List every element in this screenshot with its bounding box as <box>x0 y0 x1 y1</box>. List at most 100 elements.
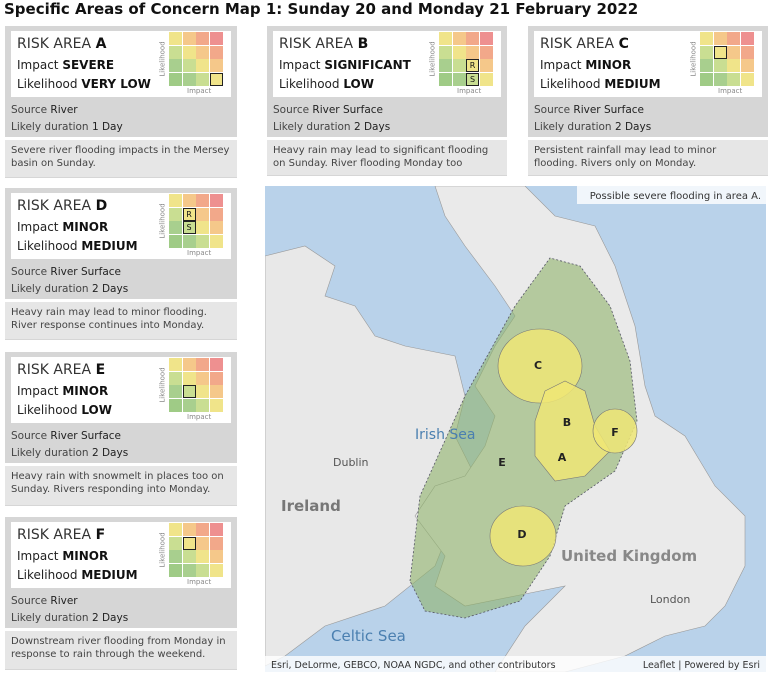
matrix-cell <box>196 523 209 536</box>
matrix-cell <box>727 45 740 59</box>
risk-letter: F <box>95 527 106 543</box>
matrix-cell <box>182 550 196 563</box>
matrix-cell <box>209 234 223 248</box>
source-value: Surface <box>603 104 644 116</box>
likelihood-line: Likelihood VERY LOW <box>17 77 151 91</box>
likelihood-label: Likelihood <box>17 77 78 91</box>
matrix-cell <box>196 45 209 59</box>
matrix-cell <box>452 59 466 72</box>
risk-matrix <box>169 358 225 414</box>
map-note: Possible severe flooding in area A. <box>590 191 761 202</box>
source-label: Source <box>11 430 48 442</box>
source-line: Source River Surface <box>11 266 121 278</box>
matrix-x-label: Impact <box>187 413 212 421</box>
city-label: Dublin <box>333 456 369 469</box>
source-value: River <box>50 104 78 116</box>
risk-letter: D <box>95 198 108 214</box>
card-header: RISK AREA C Impact MINOR Likelihood MEDIUM… <box>534 31 762 97</box>
matrix-cell <box>439 72 452 86</box>
duration-value: 2 Days <box>91 612 129 624</box>
matrix-cell <box>196 385 209 398</box>
matrix-cell <box>479 32 493 45</box>
source-line: Source River Surface <box>534 104 644 116</box>
matrix-x-label: Impact <box>187 87 212 95</box>
matrix-cell <box>169 398 182 412</box>
matrix-cell <box>182 536 196 550</box>
duration-label: Likely duration <box>273 121 351 133</box>
map: Possible severe flooding in area A. Iris… <box>265 186 766 672</box>
description: Heavy rain may lead to significant flood… <box>267 137 507 175</box>
matrix-cell <box>182 563 196 577</box>
likelihood-value: MEDIUM <box>604 77 661 91</box>
impact-line: Impact MINOR <box>17 220 108 234</box>
matrix-cell <box>209 563 223 577</box>
duration-value: 2 Days <box>91 283 129 295</box>
matrix-cell <box>727 32 740 45</box>
matrix-cell <box>196 194 209 207</box>
matrix-cell <box>209 45 223 59</box>
matrix-x-label: Impact <box>718 87 743 95</box>
risk-card: RISK AREA C Impact MINOR Likelihood MEDIUM… <box>528 26 768 176</box>
duration-label: Likely duration <box>534 121 612 133</box>
matrix-cell <box>209 550 223 563</box>
matrix-cell <box>196 550 209 563</box>
duration-label: Likely duration <box>11 447 89 459</box>
source-value: Surface <box>342 104 383 116</box>
matrix-cell <box>713 32 727 45</box>
matrix-cell <box>182 194 196 207</box>
matrix-cell <box>182 45 196 59</box>
likelihood-line: Likelihood MEDIUM <box>17 239 138 253</box>
matrix-cell <box>169 523 182 536</box>
matrix-cell <box>169 59 182 72</box>
matrix-marker: S <box>466 72 479 86</box>
duration-line: Likely duration 2 Days <box>11 447 128 459</box>
matrix-cell <box>182 398 196 412</box>
matrix-cell <box>169 72 182 86</box>
duration-line: Likely duration 2 Days <box>11 612 128 624</box>
matrix-cell <box>182 32 196 45</box>
matrix-cell <box>196 221 209 234</box>
matrix-marker: R <box>182 207 196 221</box>
matrix-cell <box>169 45 182 59</box>
card-header: RISK AREA A Impact SEVERE Likelihood VERY … <box>11 31 231 97</box>
matrix-cell <box>452 32 466 45</box>
description: Persistent rainfall may lead to minor fl… <box>528 137 768 175</box>
matrix-cell <box>700 45 713 59</box>
source-label: Source <box>11 104 48 116</box>
matrix-cell <box>466 45 479 59</box>
area-label: F <box>611 426 619 439</box>
impact-label: Impact <box>540 58 582 72</box>
matrix-cell <box>196 59 209 72</box>
description: Heavy rain with snowmelt in places too o… <box>5 463 237 505</box>
matrix-cell <box>169 207 182 221</box>
matrix-cell <box>196 234 209 248</box>
source-line: Source River <box>11 595 78 607</box>
matrix-cell <box>740 72 754 86</box>
sea-label: Irish Sea <box>415 427 475 443</box>
matrix-cell <box>713 72 727 86</box>
likelihood-line: Likelihood LOW <box>279 77 374 91</box>
risk-title: RISK AREA B <box>279 36 368 52</box>
impact-value: MINOR <box>62 220 109 234</box>
source-label: Source <box>11 595 48 607</box>
impact-value: MINOR <box>62 549 109 563</box>
area-b-zone <box>534 380 611 482</box>
matrix-cell <box>452 72 466 86</box>
duration-value: 2 Days <box>353 121 391 133</box>
credit[interactable]: Leaflet | Powered by Esri <box>643 660 760 671</box>
matrix-cell <box>209 194 223 207</box>
source-label: Source <box>534 104 571 116</box>
card-header: RISK AREA D Impact MINOR Likelihood MEDIUM… <box>11 193 231 259</box>
matrix-cell <box>439 59 452 72</box>
matrix-cell <box>209 221 223 234</box>
matrix-cell <box>169 32 182 45</box>
source-value: River <box>50 595 78 607</box>
impact-line: Impact SEVERE <box>17 58 114 72</box>
matrix-y-label: Likelihood <box>158 367 167 403</box>
matrix-cell <box>209 72 223 86</box>
impact-line: Impact MINOR <box>540 58 631 72</box>
likelihood-value: LOW <box>343 77 374 91</box>
likelihood-label: Likelihood <box>17 568 78 582</box>
city-label: London <box>650 593 690 606</box>
matrix-cell <box>209 358 223 371</box>
